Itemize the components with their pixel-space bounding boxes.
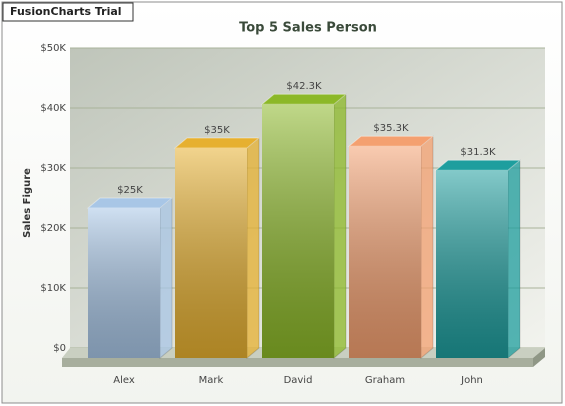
y-tick-label: $40K — [40, 103, 66, 114]
bar-shade — [436, 170, 508, 358]
bar-side — [246, 136, 260, 360]
bar-side — [159, 196, 173, 360]
y-tick-label: $50K — [40, 43, 66, 54]
bar-top — [347, 135, 435, 147]
bar-top — [173, 137, 261, 149]
value-label: $25K — [117, 185, 143, 196]
bar-shade — [175, 148, 247, 358]
bar-shade — [88, 208, 160, 358]
bar-shade — [262, 104, 334, 358]
value-label: $42.3K — [286, 81, 322, 92]
y-tick-label: $0 — [53, 343, 66, 354]
bar-top — [434, 159, 522, 171]
y-axis-label: Sales Figure — [22, 168, 33, 238]
y-tick-label: $10K — [40, 283, 66, 294]
bar-top — [86, 197, 174, 209]
value-label: $35.3K — [373, 123, 409, 134]
bar-side — [420, 135, 434, 360]
value-label: $35K — [204, 125, 230, 136]
floor-side — [533, 348, 545, 367]
watermark: FusionCharts Trial — [10, 5, 122, 18]
value-label: $31.3K — [460, 147, 496, 158]
x-tick-label: Mark — [199, 375, 224, 386]
x-tick-label: Alex — [113, 375, 135, 386]
x-tick-label: David — [284, 375, 313, 386]
chart-title: Top 5 Sales Person — [239, 21, 377, 36]
y-tick-label: $30K — [40, 163, 66, 174]
bar-side — [507, 159, 521, 360]
y-tick-label: $20K — [40, 223, 66, 234]
bar-shade — [349, 146, 421, 358]
bar-side — [333, 93, 347, 360]
bar-top — [260, 93, 348, 105]
watermark-box — [2, 2, 134, 22]
x-tick-label: Graham — [365, 375, 405, 386]
floor-front — [62, 358, 533, 367]
x-tick-label: John — [460, 375, 483, 386]
